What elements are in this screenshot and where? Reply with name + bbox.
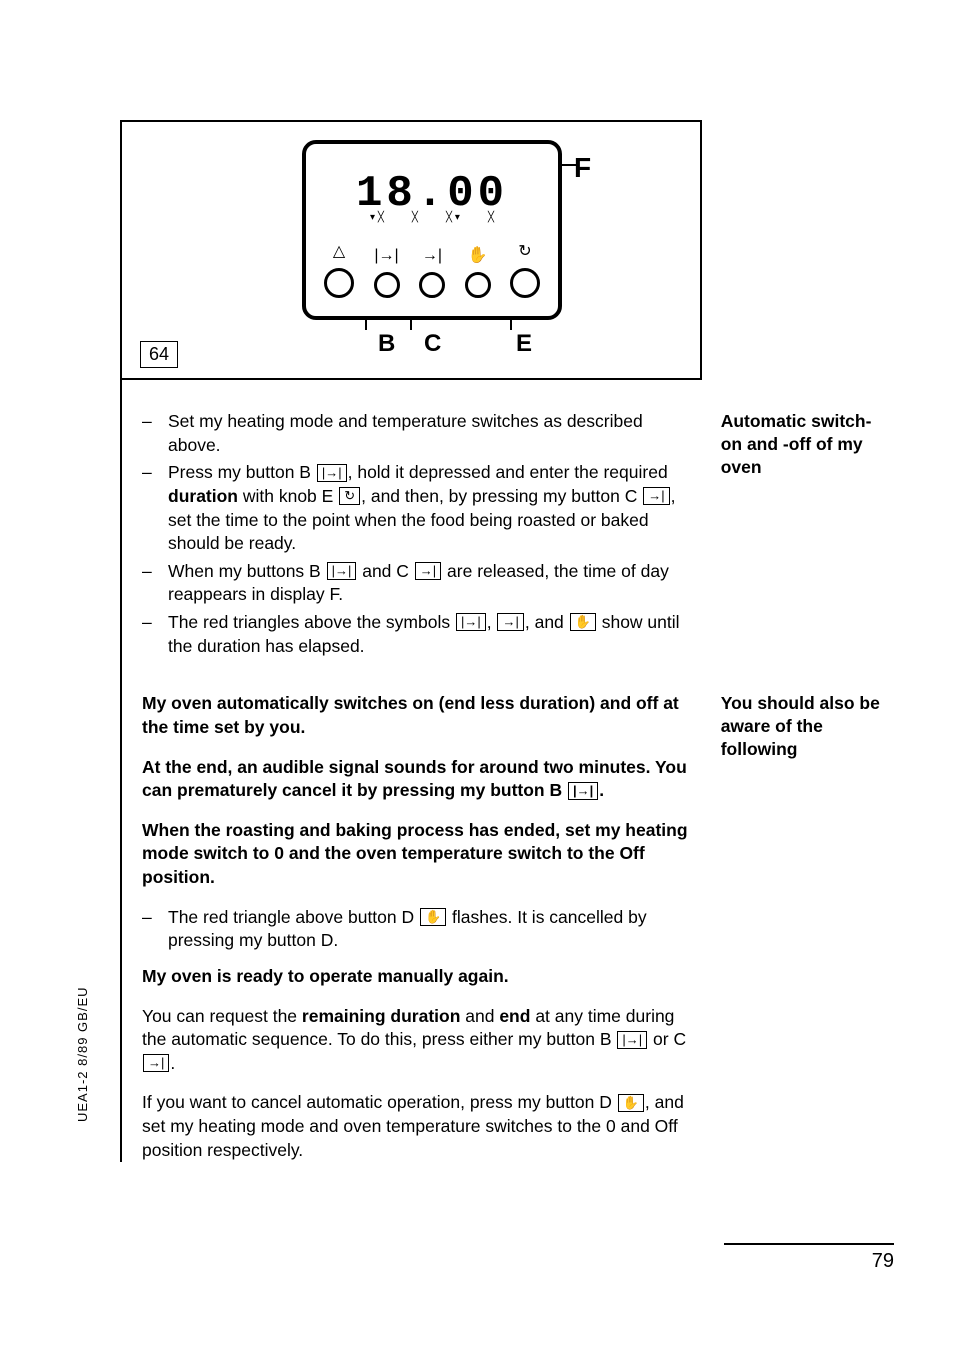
knob-2: |→| [374,246,400,298]
figure-label-E: E [516,330,532,358]
knob-5: ↻ [510,242,540,298]
arrow-end-icon: →| [643,487,669,505]
bullet-2: – Press my button B |→|, hold it depress… [142,461,695,556]
arrow-bar-icon: |→| [327,562,357,580]
side-heading-2: You should also be aware of the followin… [721,692,890,1162]
para-auto-switch: My oven automatically switches on (end l… [142,692,695,739]
tick-E [510,318,512,330]
para-cancel: If you want to cancel automatic operatio… [142,1091,695,1162]
bullet-1: –Set my heating mode and temperature swi… [142,410,695,457]
para-ready: My oven is ready to operate manually aga… [142,965,695,989]
arrow-bar-icon: |→| [456,613,486,631]
page: 18.00 ▾ ╳╳╳ ▾╳ △ |→| →| ✋ ↻ F [0,0,954,1349]
footer-rule [724,1243,894,1245]
bullet-5: – The red triangle above button D ✋ flas… [142,906,695,953]
display-time: 18.00 ▾ ╳╳╳ ▾╳ [322,158,542,236]
main-col-1: –Set my heating mode and temperature swi… [142,410,695,662]
arrow-end-icon: →| [497,613,523,631]
para-audible: At the end, an audible signal sounds for… [142,756,695,803]
tick-C [410,318,412,330]
hand-icon: ✋ [618,1094,644,1112]
knob-4: ✋ [465,246,491,298]
section-1: –Set my heating mode and temperature swi… [122,410,890,662]
clock-icon: ↻ [339,487,360,505]
main-col-2: My oven automatically switches on (end l… [142,692,695,1162]
bullet-4: – The red triangles above the symbols |→… [142,611,695,658]
section-2: My oven automatically switches on (end l… [122,692,890,1162]
display-value: 18.00 [356,172,508,216]
content-area: 18.00 ▾ ╳╳╳ ▾╳ △ |→| →| ✋ ↻ F [120,120,890,1162]
figure-number: 64 [140,341,178,368]
page-number: 79 [872,1250,894,1273]
hand-icon: ✋ [570,613,596,631]
arrow-bar-icon: |→| [617,1031,647,1049]
figure-label-C: C [424,330,441,358]
hand-icon: ✋ [420,908,446,926]
side-heading-1: Automatic switch-on and -off of my oven [721,410,890,662]
figure-label-F: F [574,152,591,184]
arrow-end-icon: →| [415,562,441,580]
figure-letters: A B C D E [302,330,562,358]
figure-label-B: B [378,330,395,358]
arrow-bar-icon: |→| [317,464,347,482]
knob-1: △ [324,242,354,298]
bullet-3: – When my buttons B |→| and C →| are rel… [142,560,695,607]
arrow-end-icon: →| [143,1054,169,1072]
knob-3: →| [419,246,445,298]
tick-B [365,318,367,330]
oven-display: 18.00 ▾ ╳╳╳ ▾╳ △ |→| →| ✋ ↻ [302,140,562,320]
knob-row: △ |→| →| ✋ ↻ [324,242,540,298]
arrow-bar-icon: |→| [568,782,598,800]
figure-panel: 18.00 ▾ ╳╳╳ ▾╳ △ |→| →| ✋ ↻ F [122,120,702,380]
para-set-zero: When the roasting and baking process has… [142,819,695,890]
para-remaining: You can request the remaining duration a… [142,1005,695,1076]
doc-code: UEA1-2 8/89 GB/EU [75,987,90,1123]
